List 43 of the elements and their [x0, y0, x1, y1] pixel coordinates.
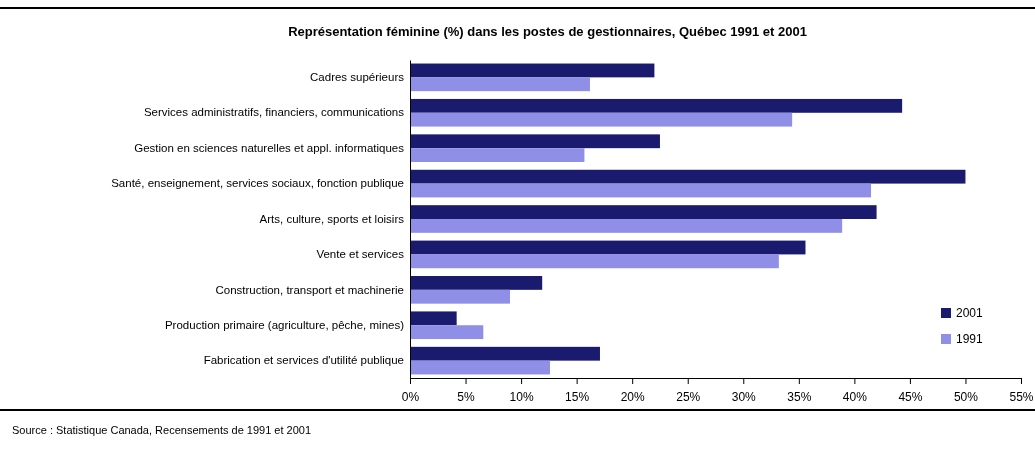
bar [410, 219, 843, 233]
bar [410, 98, 903, 113]
y-tick-label: Arts, culture, sports et loisirs [259, 212, 405, 225]
bar [410, 205, 877, 219]
bar [410, 360, 550, 375]
x-tick-label: 45% [898, 390, 923, 405]
x-tick-label: 30% [731, 390, 757, 405]
bar [410, 183, 872, 198]
bar [410, 169, 966, 184]
chart-title: Représentation féminine (%) dans les postes de gestionnaires, Québec 1991 et 2001 [288, 24, 807, 39]
x-tick-label: 25% [676, 390, 701, 405]
bar [410, 240, 806, 255]
bar [410, 276, 543, 290]
x-tick-label: 0% [401, 390, 420, 405]
x-tick-label: 10% [509, 390, 534, 405]
bar [410, 346, 600, 361]
y-tick-label: Gestion en sciences naturelles et appl. informatiques [134, 141, 405, 154]
bar [410, 311, 457, 326]
bar [410, 289, 510, 304]
y-tick-label: Construction, transport et machinerie [215, 283, 404, 296]
y-tick-label: Cadres supérieurs [310, 71, 405, 84]
bar [410, 112, 793, 127]
bar [410, 77, 590, 92]
x-tick-label: 35% [787, 390, 812, 405]
x-tick-label: 20% [620, 390, 646, 405]
x-tick-label: 15% [565, 390, 590, 405]
bar [410, 325, 484, 340]
legend-label: 2001 [956, 306, 984, 320]
source-note: Source : Statistique Canada, Recensements de 1991 et 2001 [12, 424, 312, 436]
legend-label: 1991 [956, 332, 984, 346]
x-tick-label: 5% [457, 390, 476, 405]
y-tick-label: Fabrication et services d'utilité publique [203, 354, 404, 367]
bar [410, 63, 655, 78]
bar [410, 148, 585, 162]
y-tick-label: Production primaire (agriculture, pêche, mines) [164, 318, 405, 331]
y-tick-label: Santé, enseignement, services sociaux, fonction publique [111, 177, 404, 190]
y-tick-label: Services administratifs, financiers, communications [143, 106, 405, 119]
bar [410, 254, 779, 269]
y-tick-label: Vente et services [316, 248, 405, 261]
x-tick-label: 50% [953, 390, 979, 405]
x-tick-label: 40% [842, 390, 868, 405]
x-tick-label: 55% [1009, 390, 1034, 405]
bar [410, 134, 660, 149]
